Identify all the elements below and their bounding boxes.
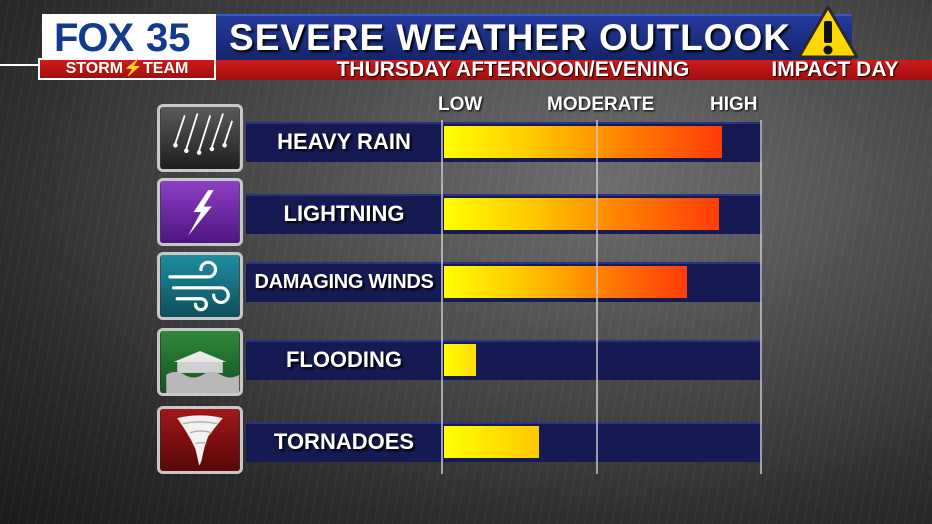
category-label: DAMAGING WINDS — [254, 271, 434, 293]
flood-icon — [157, 328, 243, 396]
bar-track — [246, 340, 762, 380]
scale-label-high: HIGH — [710, 94, 758, 115]
impact-day-label: IMPACT DAY — [771, 58, 899, 81]
subtitle-bar — [216, 60, 932, 80]
bar-tornadoes — [444, 426, 539, 458]
bar-lightning — [444, 198, 719, 230]
bar-damaging-winds — [444, 266, 687, 298]
gridline-high — [760, 120, 762, 474]
warning-triangle-icon — [797, 5, 859, 59]
logo-number-text: 35 — [146, 16, 191, 60]
logo-fox-text: FOX — [54, 16, 134, 60]
title-bar — [216, 14, 852, 60]
category-label: TORNADOES — [273, 429, 415, 454]
bar-flooding — [444, 344, 476, 376]
category-label: HEAVY RAIN — [277, 129, 411, 154]
tornado-icon — [157, 406, 243, 474]
lightning-icon — [157, 178, 243, 246]
header-accent-line — [0, 64, 38, 66]
subtitle: THURSDAY AFTERNOON/EVENING — [336, 58, 690, 81]
heavy-rain-icon — [157, 104, 243, 172]
bar-heavy-rain — [444, 126, 722, 158]
gridline-low — [441, 120, 443, 474]
gridline-moderate — [596, 120, 598, 474]
wind-icon — [157, 252, 243, 320]
scale-label-moderate: MODERATE — [547, 94, 655, 115]
storm-team-badge: STORM⚡TEAM — [38, 58, 216, 80]
category-label: LIGHTNING — [283, 201, 405, 226]
category-label: FLOODING — [285, 347, 403, 372]
page-title: SEVERE WEATHER OUTLOOK — [229, 17, 791, 58]
scale-label-low: LOW — [438, 94, 483, 115]
station-logo — [42, 14, 216, 60]
